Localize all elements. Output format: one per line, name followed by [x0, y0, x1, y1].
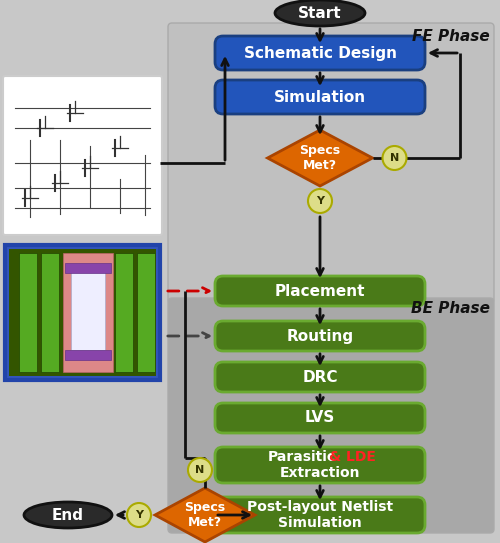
- Text: End: End: [52, 508, 84, 522]
- Text: Specs
Met?: Specs Met?: [184, 501, 226, 529]
- Text: Placement: Placement: [275, 283, 365, 299]
- Text: N: N: [390, 153, 399, 163]
- Bar: [63, 253, 108, 372]
- Text: Routing: Routing: [286, 329, 354, 344]
- Bar: [41, 253, 59, 372]
- FancyBboxPatch shape: [215, 276, 425, 306]
- FancyBboxPatch shape: [3, 76, 162, 235]
- Polygon shape: [268, 130, 372, 186]
- FancyBboxPatch shape: [215, 497, 425, 533]
- FancyBboxPatch shape: [215, 321, 425, 351]
- FancyBboxPatch shape: [9, 249, 156, 376]
- Text: Start: Start: [298, 5, 342, 21]
- Text: Y: Y: [316, 196, 324, 206]
- Text: & LDE: & LDE: [328, 450, 376, 464]
- Circle shape: [188, 458, 212, 482]
- Circle shape: [127, 503, 151, 527]
- Polygon shape: [155, 488, 255, 542]
- Bar: [71, 270, 105, 350]
- Circle shape: [308, 189, 332, 213]
- Text: Simulation: Simulation: [278, 516, 362, 530]
- FancyBboxPatch shape: [215, 403, 425, 433]
- Text: Specs
Met?: Specs Met?: [300, 144, 341, 172]
- Text: BE Phase: BE Phase: [411, 301, 490, 316]
- Text: Simulation: Simulation: [274, 90, 366, 104]
- FancyBboxPatch shape: [5, 245, 160, 380]
- FancyBboxPatch shape: [168, 23, 494, 303]
- Text: Y: Y: [135, 510, 143, 520]
- Text: Schematic Design: Schematic Design: [244, 46, 396, 60]
- FancyBboxPatch shape: [215, 80, 425, 114]
- Bar: [115, 253, 133, 372]
- Bar: [19, 253, 37, 372]
- Text: Extraction: Extraction: [280, 466, 360, 480]
- Ellipse shape: [24, 502, 112, 528]
- FancyBboxPatch shape: [215, 36, 425, 70]
- Bar: [63, 253, 113, 372]
- Bar: [137, 253, 155, 372]
- Text: LVS: LVS: [305, 411, 335, 426]
- Text: Post-layout Netlist: Post-layout Netlist: [247, 500, 393, 514]
- FancyBboxPatch shape: [168, 298, 494, 533]
- Ellipse shape: [275, 0, 365, 26]
- Bar: [65, 350, 111, 360]
- Bar: [65, 263, 111, 273]
- Circle shape: [382, 146, 406, 170]
- FancyBboxPatch shape: [215, 362, 425, 392]
- Text: DRC: DRC: [302, 369, 338, 384]
- Text: N: N: [196, 465, 204, 475]
- Text: Parasitic: Parasitic: [268, 450, 336, 464]
- FancyBboxPatch shape: [215, 447, 425, 483]
- Text: FE Phase: FE Phase: [412, 29, 490, 44]
